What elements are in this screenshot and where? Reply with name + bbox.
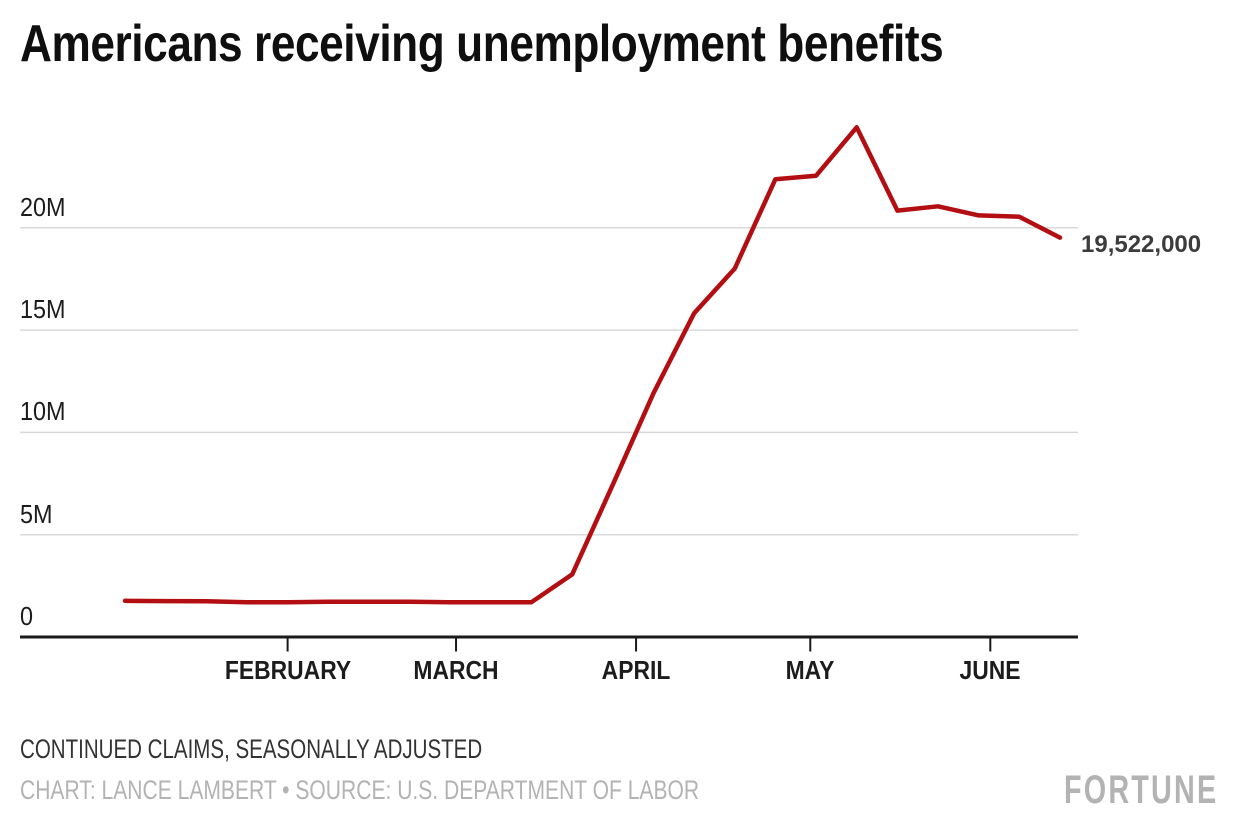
y-tick-label: 15M [20, 294, 66, 325]
data-line-continued-claims [122, 125, 1063, 605]
y-tick-label: 0 [20, 601, 34, 631]
fortune-logo: FORTUNE [1063, 768, 1218, 812]
x-tick-label: JUNE [959, 655, 1021, 685]
y-tick-label: 5M [20, 498, 53, 529]
y-tick-label: 20M [20, 191, 66, 222]
chart-title: Americans receiving unemployment benefit… [20, 15, 944, 73]
x-tick-label: MARCH [413, 655, 499, 685]
x-tick-label: FEBRUARY [224, 655, 351, 685]
chart-credit: CHART: LANCE LAMBERT • SOURCE: U.S. DEPA… [20, 775, 700, 805]
chart-note: CONTINUED CLAIMS, SEASONALLY ADJUSTED [20, 734, 483, 764]
x-tick-label: MAY [785, 655, 835, 685]
y-tick-label: 10M [20, 396, 66, 427]
end-value-label: 19,522,000 [1081, 230, 1202, 258]
x-tick-label: APRIL [601, 655, 671, 685]
